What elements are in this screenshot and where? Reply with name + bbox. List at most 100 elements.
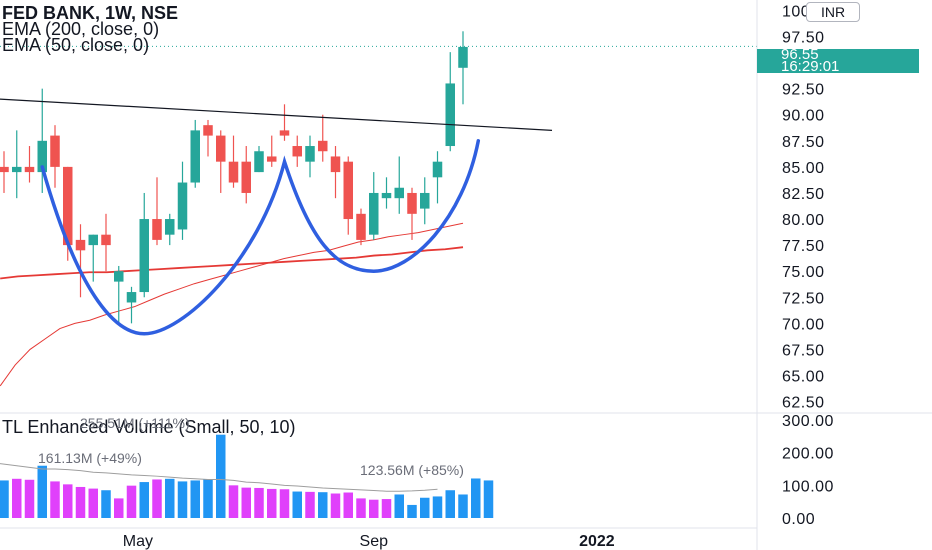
price-tick-label: 77.50: [782, 238, 825, 255]
volume-tick-label: 0.00: [782, 511, 815, 528]
volume-bar: [318, 492, 328, 518]
volume-bar: [279, 489, 290, 518]
price-tick-label: 70.00: [782, 316, 825, 333]
candle-body: [318, 140, 328, 152]
candle-body: [12, 166, 22, 173]
volume-bar: [139, 482, 149, 518]
ema200-legend[interactable]: EMA (200, close, 0): [2, 19, 160, 39]
candle-body: [381, 192, 392, 199]
volume-bar: [343, 492, 353, 518]
ema200-line: [0, 246, 464, 280]
volume-bar: [88, 488, 98, 518]
volume-bar: [420, 497, 430, 518]
volume-annotation-mid: 161.13M (+49%): [38, 450, 142, 466]
candle-body: [432, 161, 443, 178]
time-tick-label: 2022: [579, 533, 615, 550]
candle-body: [407, 192, 417, 214]
candle-body: [165, 219, 175, 235]
price-tick-label: 97.50: [782, 30, 825, 47]
candle-body: [75, 239, 86, 251]
candle-body: [88, 234, 98, 246]
candle-body: [445, 83, 455, 147]
volume-bar: [126, 485, 137, 518]
volume-bar: [369, 499, 379, 518]
time-tick-label: Sep: [360, 533, 389, 550]
price-tick-label: 75.00: [782, 264, 825, 281]
candle-body: [24, 166, 35, 173]
ema-lines: [0, 222, 464, 387]
volume-indicator-title[interactable]: TL Enhanced Volume (Small, 50, 10): [2, 417, 296, 437]
volume-average-line: [0, 463, 438, 492]
volume-bar: [190, 480, 200, 518]
price-tick-label: 87.50: [782, 134, 825, 151]
price-tick-label: 62.50: [782, 395, 825, 412]
candle-body: [228, 161, 239, 183]
volume-bar: [63, 484, 73, 518]
candle-body: [330, 156, 341, 173]
candle-body: [420, 192, 430, 209]
price-tick-label: 80.00: [782, 212, 825, 229]
symbol-legend[interactable]: FED BANK, 1W, NSE: [2, 3, 179, 23]
volume-bar: [165, 478, 175, 518]
ema50-legend[interactable]: EMA (50, close, 0): [2, 35, 150, 55]
price-tick-label: 90.00: [782, 108, 825, 125]
candle-body: [279, 130, 290, 136]
volume-tick-label: 300.00: [782, 413, 834, 430]
volume-bar: [254, 487, 264, 518]
candle-body: [0, 166, 9, 173]
volume-bar: [267, 488, 277, 518]
volume-annotation-last: 123.56M (+85%): [360, 462, 464, 478]
volume-bar: [471, 478, 481, 518]
candle-body: [369, 192, 379, 235]
candle-body: [152, 219, 162, 240]
price-tick-label: 85.00: [782, 160, 825, 177]
candle-body: [37, 140, 47, 173]
candle-body: [190, 130, 200, 183]
bar-countdown: 16:29:01: [781, 58, 840, 75]
volume-bar: [12, 478, 22, 518]
volume-bar: [330, 493, 341, 518]
candle-body: [343, 161, 353, 220]
volume-bar: [152, 479, 162, 518]
volume-bars: [0, 434, 494, 518]
volume-bar: [356, 498, 366, 518]
candle-body: [203, 125, 213, 136]
candle-body: [305, 146, 315, 162]
time-tick-label: May: [123, 533, 153, 550]
volume-bar: [381, 499, 392, 518]
volume-bar: [458, 494, 468, 518]
volume-bar: [203, 479, 213, 518]
volume-bar: [483, 480, 494, 518]
last-price-tag: 96.55 16:29:01: [757, 47, 919, 75]
volume-bar: [24, 479, 35, 518]
volume-average-path: [0, 463, 438, 492]
neckline-trendline: [0, 98, 553, 131]
candles: [0, 31, 468, 324]
volume-bar: [75, 486, 86, 518]
candle-body: [50, 135, 60, 167]
candle-body: [254, 151, 264, 173]
double-bottom-curve: [40, 139, 481, 336]
price-tick-label: 67.50: [782, 342, 825, 359]
ema50-line: [0, 222, 464, 387]
price-tick-label: 65.00: [782, 368, 825, 385]
candle-body: [114, 271, 124, 282]
candle-body: [216, 135, 226, 162]
volume-bar: [177, 481, 188, 518]
candle-body: [101, 234, 111, 246]
volume-bar: [0, 480, 9, 518]
currency-badge[interactable]: INR: [806, 2, 860, 22]
volume-annotation-peak: 255.51M (+111%): [80, 415, 190, 431]
volume-bar: [37, 465, 47, 518]
candle-body: [458, 46, 468, 68]
volume-bar: [50, 481, 60, 518]
price-tick-label: 72.50: [782, 290, 825, 307]
volume-bar: [241, 487, 251, 518]
volume-tick-label: 100.00: [782, 478, 834, 495]
candle-body: [394, 187, 404, 199]
candle-body: [126, 292, 137, 303]
volume-bar: [394, 494, 404, 518]
volume-bar: [445, 490, 455, 518]
